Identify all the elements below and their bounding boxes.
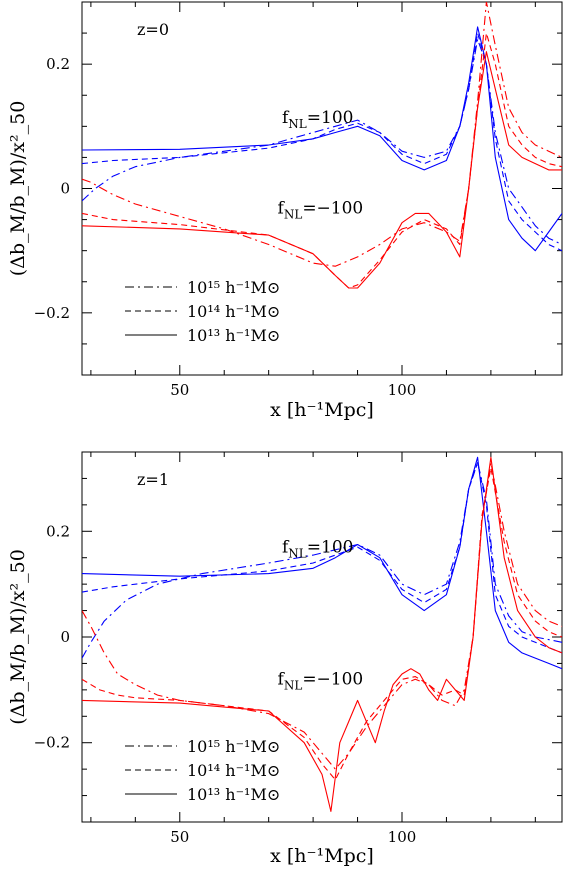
y-tick-label: 0 — [60, 180, 70, 198]
y-tick-label: 0.2 — [46, 522, 70, 540]
annotation-fnl: fNL=100 — [282, 108, 353, 131]
plot-frame — [81, 1, 563, 376]
panel-label: z=1 — [137, 470, 169, 489]
y-axis-label: (Δb_M/b_M)/x²_50 — [7, 549, 29, 725]
panel-label: z=0 — [137, 20, 169, 39]
y-tick-label: 0.2 — [46, 55, 70, 73]
legend-label: 10¹³ h⁻¹M⊙ — [187, 326, 280, 345]
legend-label: 10¹⁴ h⁻¹M⊙ — [187, 761, 280, 780]
legend-label: 10¹³ h⁻¹M⊙ — [187, 785, 280, 804]
series-line-blue-dashdot — [82, 38, 562, 245]
y-axis-label: (Δb_M/b_M)/x²_50 — [7, 101, 29, 277]
series-line-red-solid — [82, 51, 562, 289]
panel-z1: 50 100 −0.2 0 0.2 x [h⁻¹Mpc] (Δb_M/b_M)/x²_50 z… — [7, 451, 563, 867]
x-tick-label: 100 — [388, 828, 417, 846]
series-line-blue-dashed — [82, 32, 562, 252]
series-line-blue-dashed — [82, 462, 562, 654]
legend-label: 10¹⁴ h⁻¹M⊙ — [187, 302, 280, 321]
x-tick-label: 50 — [170, 381, 189, 399]
y-tick-label: −0.2 — [34, 304, 70, 322]
series-line-red-dashed — [82, 32, 562, 289]
series-line-red-dashdot — [82, 462, 562, 770]
series-line-red-dashdot — [82, 2, 562, 267]
y-tick-label: −0.2 — [34, 734, 70, 752]
legend-label: 10¹⁵ h⁻¹M⊙ — [187, 278, 280, 297]
series-group — [82, 456, 562, 812]
annotation-fnl: fNL=100 — [282, 537, 353, 560]
x-axis-label: x [h⁻¹Mpc] — [270, 845, 374, 867]
legend-label: 10¹⁵ h⁻¹M⊙ — [187, 737, 280, 756]
series-line-blue-solid — [82, 26, 562, 252]
series-line-red-solid — [82, 456, 562, 812]
series-group — [82, 2, 562, 289]
series-line-red-dashed — [82, 467, 562, 781]
x-axis-label: x [h⁻¹Mpc] — [270, 399, 374, 421]
annotation-fnl: fNL=−100 — [278, 198, 364, 221]
x-tick-label: 100 — [388, 381, 417, 399]
x-tick-label: 50 — [170, 828, 189, 846]
series-line-blue-solid — [82, 456, 562, 670]
panel-z0: 50 100 −0.2 0 0.2 x [h⁻¹Mpc] (Δb_M/b_M)/x²_50 z… — [7, 1, 563, 421]
y-tick-label: 0 — [60, 628, 70, 646]
series-line-blue-dashdot — [82, 462, 562, 659]
plot-frame — [81, 451, 563, 823]
annotation-fnl: fNL=−100 — [278, 670, 364, 693]
